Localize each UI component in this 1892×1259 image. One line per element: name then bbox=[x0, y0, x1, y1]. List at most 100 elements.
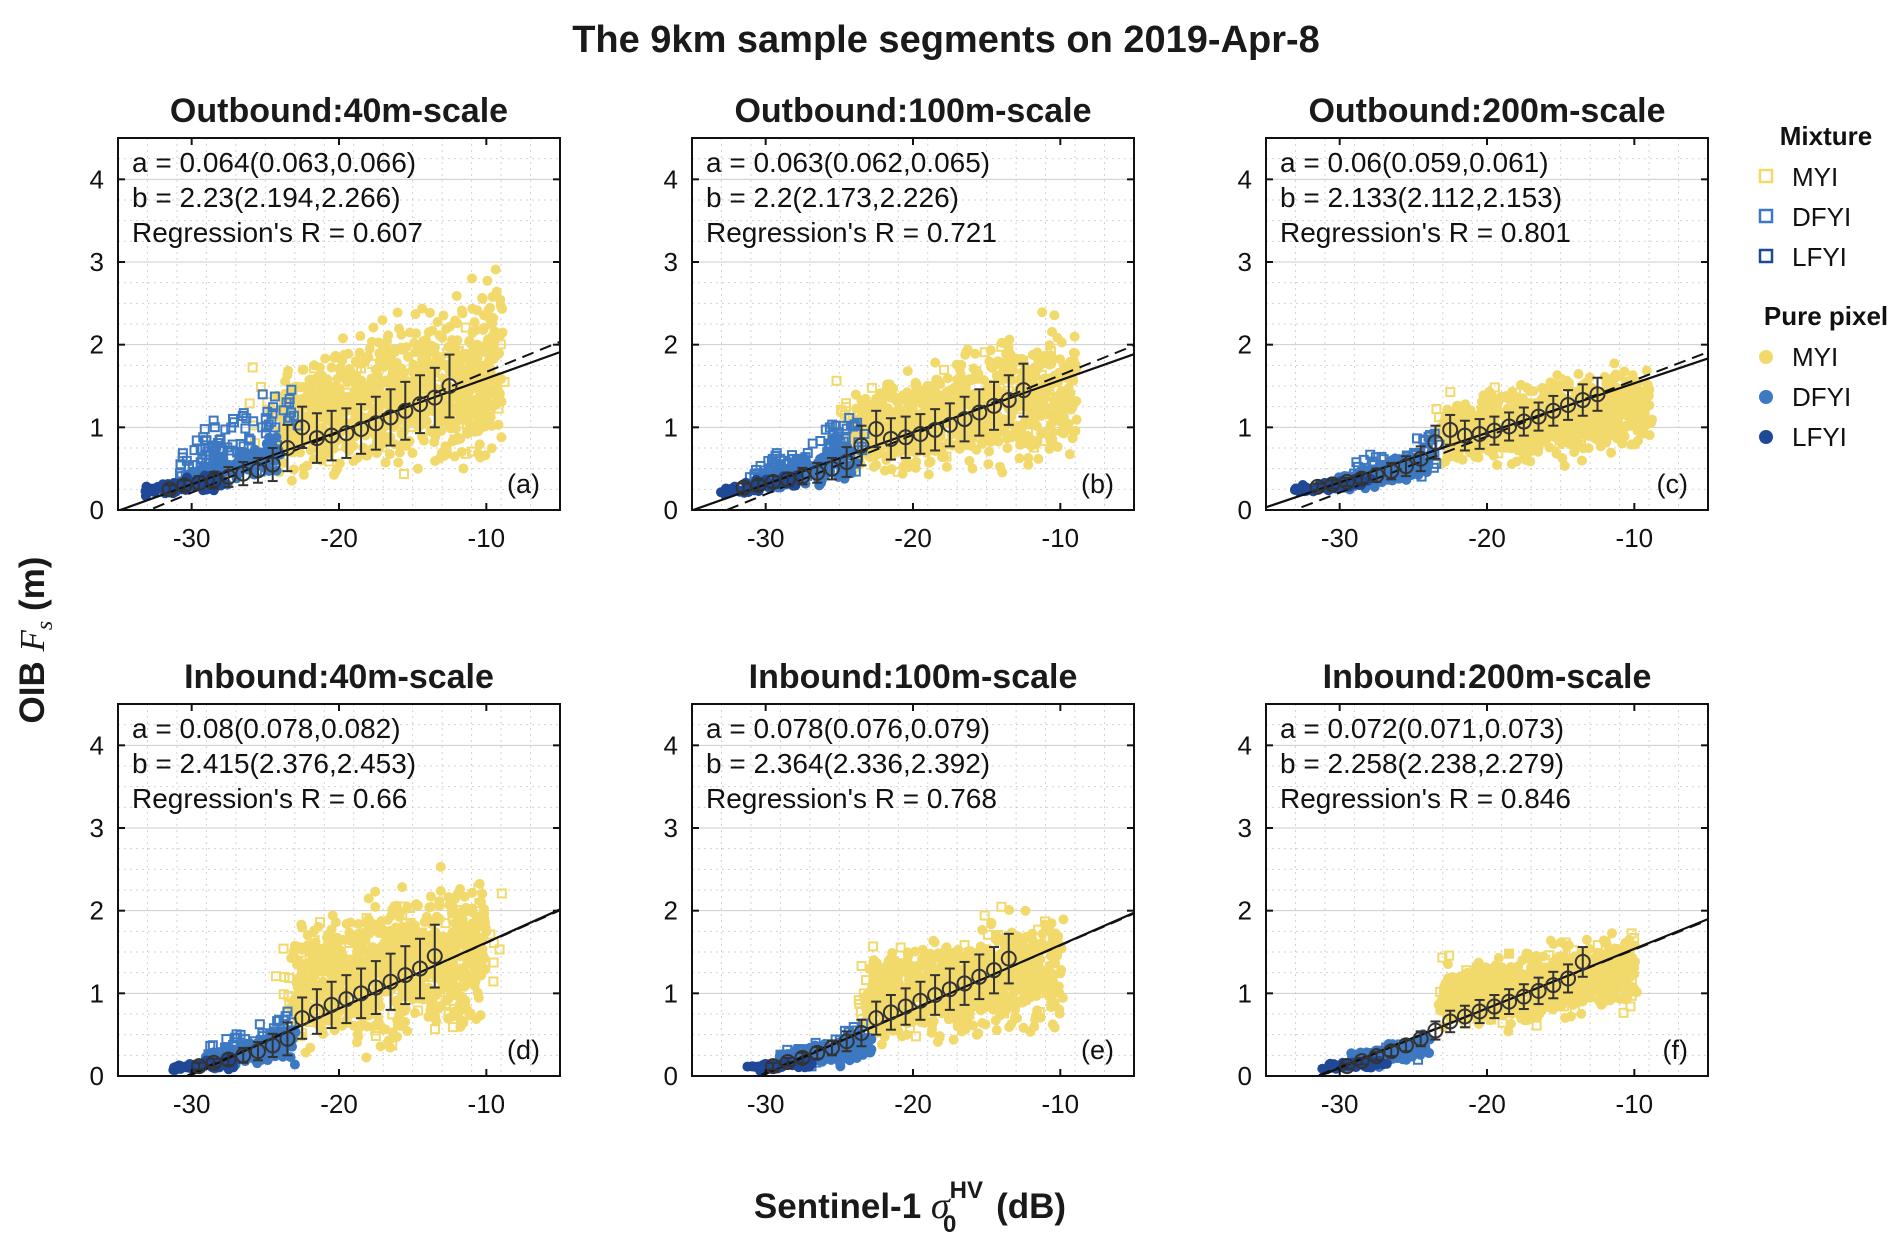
scatter-point bbox=[952, 385, 963, 396]
scatter-point bbox=[985, 361, 996, 372]
panel-label: (c) bbox=[1657, 469, 1688, 499]
scatter-point bbox=[355, 331, 366, 342]
scatter-point bbox=[1058, 428, 1069, 439]
scatter-point bbox=[257, 389, 268, 400]
scatter-point bbox=[397, 997, 408, 1008]
scatter-point bbox=[378, 355, 389, 366]
annotation-a: a = 0.064(0.063,0.066) bbox=[132, 147, 416, 178]
x-axis-label-subscript: 0 bbox=[943, 1211, 956, 1238]
scatter-point bbox=[453, 406, 464, 417]
scatter-point bbox=[297, 393, 308, 404]
scatter-point bbox=[479, 360, 490, 371]
legend-label-pure-myi: MYI bbox=[1792, 342, 1838, 372]
scatter-point bbox=[950, 396, 961, 407]
binned-mean-marker bbox=[235, 465, 252, 482]
legend-label-mixture-dfyi: DFYI bbox=[1792, 202, 1851, 232]
scatter-point bbox=[298, 364, 309, 375]
binned-mean-marker bbox=[1545, 402, 1562, 419]
scatter-point bbox=[455, 1002, 466, 1013]
scatter-point bbox=[1492, 460, 1503, 471]
scatter-point bbox=[1501, 442, 1512, 453]
y-axis-label-symbol: F bbox=[13, 629, 52, 652]
scatter-point bbox=[330, 917, 341, 928]
scatter-point bbox=[341, 395, 352, 406]
x-tick-label: -20 bbox=[1468, 523, 1506, 553]
scatter-point bbox=[467, 273, 478, 284]
scatter-point bbox=[443, 892, 454, 903]
scatter-point bbox=[288, 464, 299, 475]
scatter-point bbox=[924, 406, 935, 417]
scatter-series-myi-mixture bbox=[831, 341, 1061, 477]
scatter-point bbox=[871, 460, 882, 471]
scatter-point bbox=[460, 448, 471, 459]
annotation-a: a = 0.063(0.062,0.065) bbox=[706, 147, 990, 178]
scatter-point bbox=[1049, 310, 1060, 321]
scatter-point bbox=[425, 891, 436, 902]
scatter-point bbox=[305, 1042, 316, 1053]
y-tick-label: 0 bbox=[90, 495, 104, 525]
scatter-point bbox=[344, 954, 355, 965]
y-tick-label: 3 bbox=[90, 247, 104, 277]
binned-mean-marker bbox=[412, 396, 429, 413]
scatter-point bbox=[1576, 439, 1587, 450]
scatter-point bbox=[925, 456, 936, 467]
binned-mean-marker bbox=[1501, 418, 1518, 435]
scatter-point bbox=[445, 934, 456, 945]
scatter-point bbox=[293, 955, 304, 966]
scatter-point bbox=[381, 345, 392, 356]
scatter-point bbox=[189, 445, 200, 456]
binned-errorbars bbox=[161, 353, 458, 498]
scatter-point bbox=[195, 444, 206, 455]
scatter-point bbox=[402, 387, 413, 398]
scatter-point bbox=[770, 450, 781, 461]
scatter-point bbox=[447, 436, 458, 447]
scatter-point bbox=[964, 455, 975, 466]
scatter-point bbox=[430, 1024, 441, 1035]
scatter-point bbox=[396, 363, 407, 374]
scatter-point bbox=[1067, 433, 1078, 444]
scatter-point bbox=[935, 379, 946, 390]
scatter-point bbox=[307, 387, 318, 398]
scatter-point bbox=[935, 396, 946, 407]
scatter-point bbox=[449, 451, 460, 462]
scatter-point bbox=[451, 290, 462, 301]
scatter-point bbox=[970, 432, 981, 443]
scatter-point bbox=[1633, 392, 1644, 403]
scatter-point bbox=[320, 353, 331, 364]
scatter-point bbox=[496, 888, 507, 899]
scatter-point bbox=[309, 363, 320, 374]
binned-mean-marker bbox=[941, 416, 958, 433]
scatter-point bbox=[473, 925, 484, 936]
scatter-point bbox=[1615, 393, 1626, 404]
legend-label-mixture-myi: MYI bbox=[1792, 162, 1838, 192]
scatter-point bbox=[970, 348, 981, 359]
scatter-point bbox=[928, 439, 939, 450]
scatter-point bbox=[428, 346, 439, 357]
scatter-point bbox=[1068, 347, 1079, 358]
scatter-point bbox=[217, 460, 228, 471]
x-tick-label: -10 bbox=[468, 523, 506, 553]
scatter-point bbox=[1029, 442, 1040, 453]
scatter-point bbox=[1052, 332, 1063, 343]
scatter-point bbox=[485, 336, 496, 347]
scatter-point bbox=[495, 339, 506, 350]
scatter-point bbox=[1476, 396, 1487, 407]
binned-mean-marker bbox=[397, 402, 414, 419]
scatter-point bbox=[479, 310, 490, 321]
scatter-point bbox=[453, 935, 464, 946]
scatter-point bbox=[453, 345, 464, 356]
scatter-point bbox=[392, 307, 403, 318]
scatter-point bbox=[499, 376, 510, 387]
scatter-point bbox=[1565, 412, 1576, 423]
scatter-point bbox=[324, 456, 335, 467]
panel-annotation: a = 0.063(0.062,0.065)b = 2.2(2.173,2.22… bbox=[706, 147, 997, 248]
binned-mean-marker bbox=[956, 411, 973, 428]
scatter-point bbox=[1599, 371, 1610, 382]
scatter-point bbox=[446, 417, 457, 428]
scatter-point bbox=[471, 965, 482, 976]
y-tick-label: 2 bbox=[1238, 330, 1252, 360]
scatter-point bbox=[1057, 391, 1068, 402]
scatter-point bbox=[402, 1026, 413, 1037]
